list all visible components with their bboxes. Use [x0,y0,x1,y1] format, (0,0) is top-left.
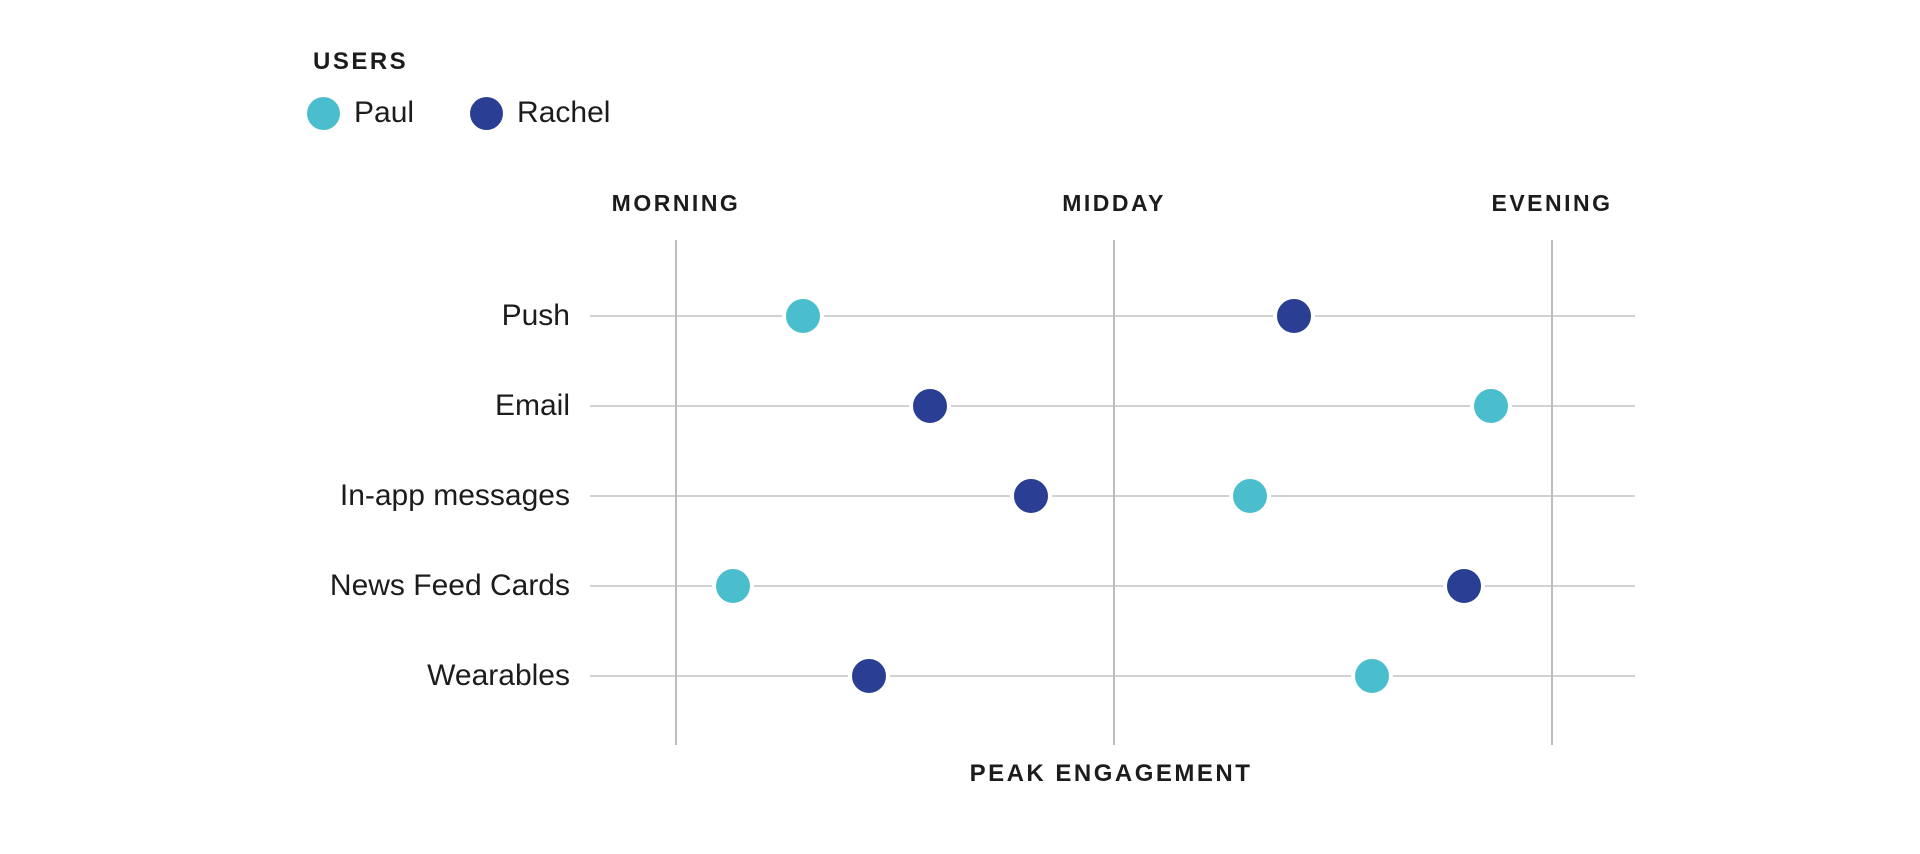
data-point-paul-news-feed-cards [711,565,754,607]
legend-label-rachel: Rachel [517,96,611,129]
row-gridline [590,585,1635,587]
legend-item-rachel: Rachel [470,96,610,130]
chart-legend: USERS Paul Rachel [307,48,610,130]
row-label-push: Push [501,299,570,332]
x-axis-label: PEAK ENGAGEMENT [969,760,1253,787]
data-point-rachel-news-feed-cards [1443,565,1486,607]
row-label-news-feed-cards: News Feed Cards [329,569,570,602]
data-point-rachel-push [1272,295,1315,337]
legend-items: Paul Rachel [307,96,610,130]
row-gridline [590,495,1635,497]
data-point-paul-wearables [1351,655,1394,697]
row-gridline [590,315,1635,317]
vertical-gridline [1551,240,1553,745]
x-tick-label-midday: MIDDAY [1062,190,1166,216]
row-gridline [590,405,1635,407]
row-label-email: Email [494,389,570,422]
row-label-in-app-messages: In-app messages [339,479,570,512]
x-tick-label-morning: MORNING [611,190,741,216]
data-point-paul-push [782,295,825,337]
data-point-rachel-wearables [847,655,890,697]
data-point-rachel-email [909,385,952,427]
legend-swatch-rachel-icon [470,96,504,130]
legend-item-paul: Paul [307,96,414,130]
row-label-wearables: Wearables [427,659,570,692]
data-point-paul-email [1469,385,1512,427]
row-gridline [590,675,1635,677]
data-point-paul-in-app-messages [1228,475,1271,517]
legend-label-paul: Paul [354,96,415,129]
data-point-rachel-in-app-messages [1009,475,1052,517]
vertical-gridline [675,240,677,745]
legend-swatch-paul-icon [307,96,340,130]
legend-title: USERS [313,48,409,75]
vertical-gridline [1113,240,1115,745]
x-tick-label-evening: EVENING [1491,190,1613,216]
